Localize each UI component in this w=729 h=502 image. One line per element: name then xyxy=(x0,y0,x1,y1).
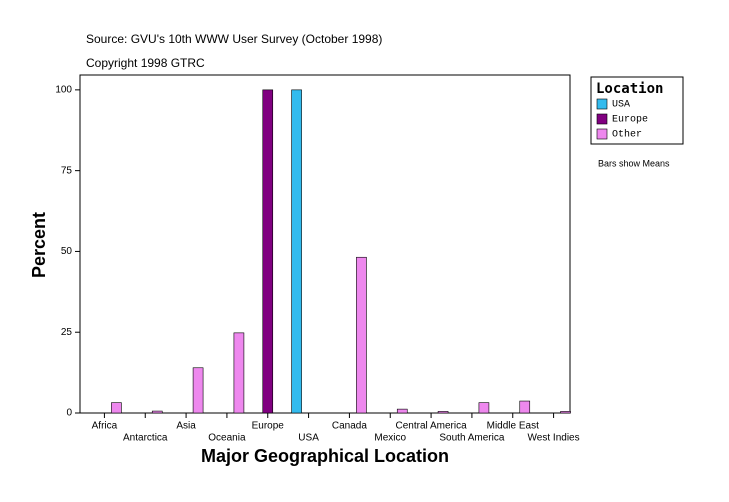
x-tick-label: Mexico xyxy=(374,433,406,444)
plot-area xyxy=(79,74,571,414)
x-tick-label: Canada xyxy=(332,421,367,432)
x-tick-label: Africa xyxy=(92,421,118,432)
y-tick-label: 25 xyxy=(61,327,73,338)
y-tick-label: 75 xyxy=(61,165,73,176)
x-tick-label: Antarctica xyxy=(123,433,168,444)
legend-swatch xyxy=(596,113,608,125)
bar xyxy=(291,89,302,414)
legend-label: Other xyxy=(612,129,642,141)
bar xyxy=(356,256,367,414)
bar xyxy=(262,89,274,414)
bar xyxy=(478,402,490,414)
x-axis-title: Major Geographical Location xyxy=(201,446,449,466)
x-tick-label: West Indies xyxy=(528,433,580,444)
x-tick-label: Central America xyxy=(396,421,468,432)
bar xyxy=(560,411,571,414)
bar xyxy=(437,411,449,414)
y-axis-title: Percent xyxy=(29,212,49,278)
legend-label: Europe xyxy=(612,115,648,126)
bar xyxy=(396,408,408,414)
x-tick-label: Europe xyxy=(252,421,285,432)
y-tick-label: 0 xyxy=(66,408,72,419)
copyright: Copyright 1998 GTRC xyxy=(86,56,205,70)
bar xyxy=(151,410,163,414)
legend-title: Location xyxy=(596,81,663,97)
x-tick-label: USA xyxy=(298,433,319,444)
source: Source: GVU's 10th WWW User Survey (Octo… xyxy=(86,32,382,46)
x-tick-label: Asia xyxy=(176,421,196,432)
x-tick-label: South America xyxy=(439,433,504,444)
legend-swatch xyxy=(596,128,608,140)
bar xyxy=(111,402,122,414)
y-tick-label: 50 xyxy=(61,246,73,257)
x-tick-label: Middle East xyxy=(487,421,539,432)
y-tick-label: 100 xyxy=(55,85,72,96)
bar xyxy=(519,400,531,414)
legend-swatch xyxy=(596,98,608,110)
note: Bars show Means xyxy=(598,158,670,168)
x-tick-label: Oceania xyxy=(208,433,246,444)
bar xyxy=(192,367,204,414)
legend-label: USA xyxy=(612,100,630,111)
bar xyxy=(233,332,245,414)
